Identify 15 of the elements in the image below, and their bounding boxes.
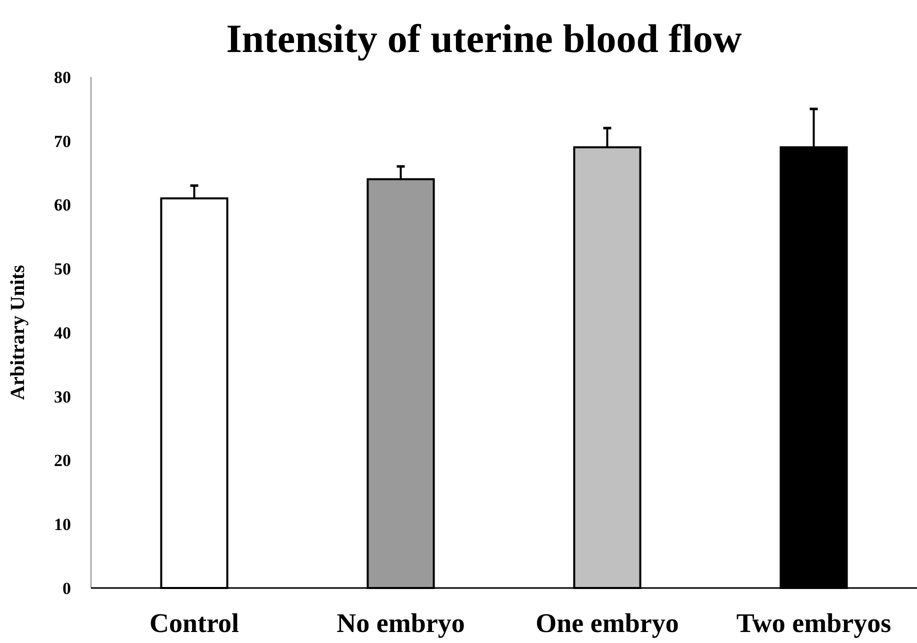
- chart-title: Intensity of uterine blood flow: [226, 16, 742, 61]
- y-tick-label: 80: [54, 68, 71, 87]
- x-tick-label: No embryo: [336, 608, 465, 638]
- y-tick-label: 50: [54, 260, 71, 279]
- x-tick-label: Control: [149, 608, 240, 638]
- x-tick-label: One embryo: [536, 608, 679, 638]
- y-tick-label: 70: [54, 132, 71, 151]
- y-tick-label: 0: [62, 578, 71, 598]
- y-tick-label: 10: [54, 515, 71, 534]
- x-tick-label: Two embryos: [736, 608, 892, 638]
- y-tick-label: 60: [54, 196, 71, 215]
- y-axis-title: Arbitrary Units: [7, 264, 29, 400]
- y-tick-label: 40: [54, 323, 71, 342]
- y-tick-label: 30: [54, 387, 71, 406]
- y-tick-label: 20: [54, 451, 71, 470]
